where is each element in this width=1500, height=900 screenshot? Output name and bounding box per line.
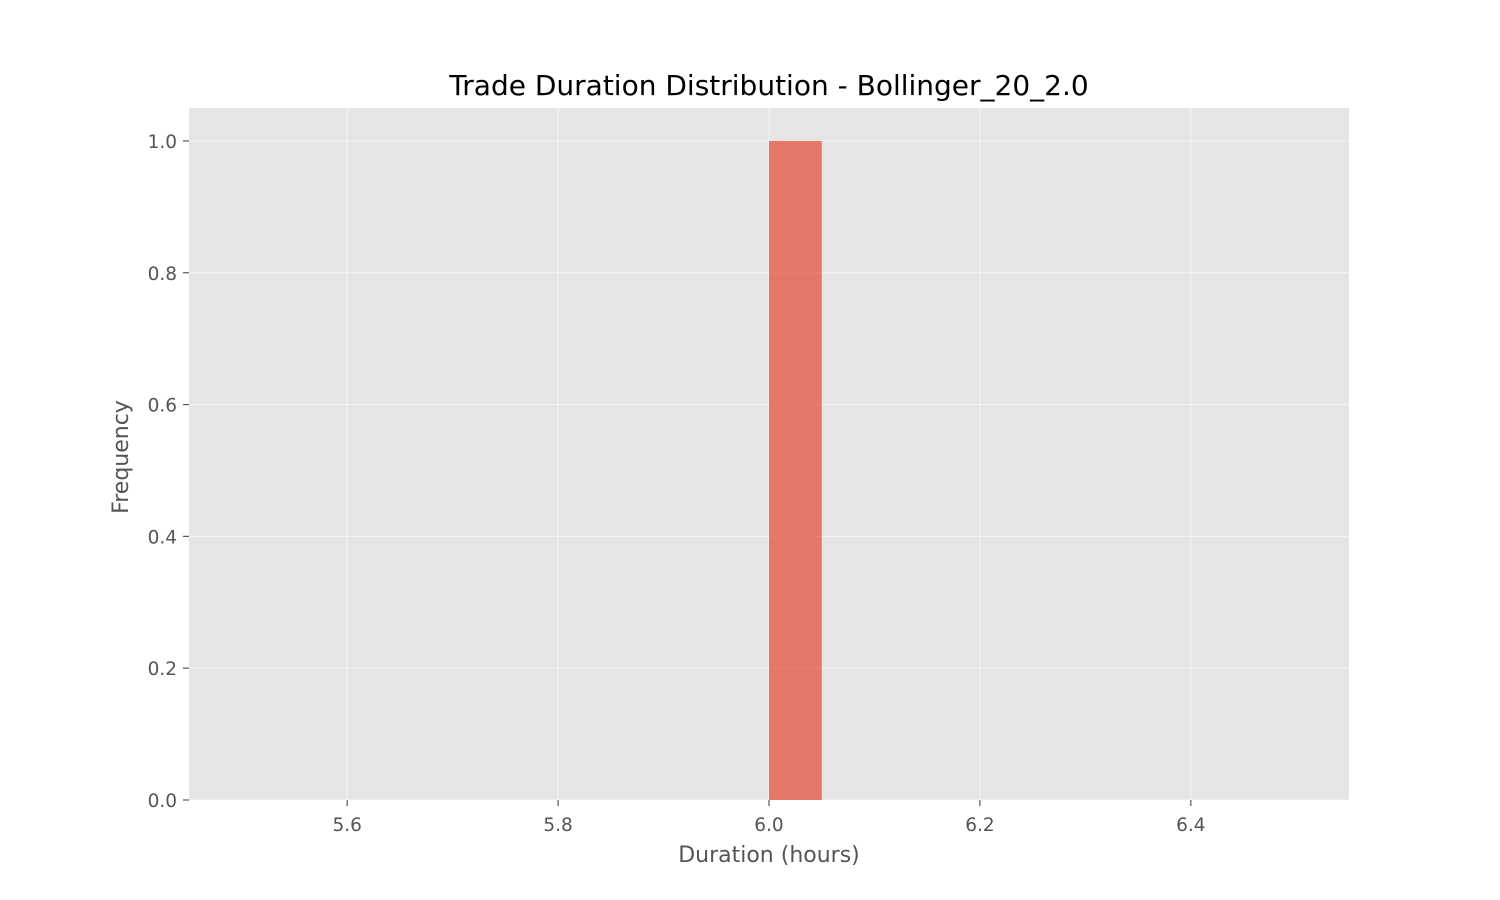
- x-tick-label: 5.8: [543, 815, 572, 836]
- x-tick-label: 6.4: [1176, 815, 1205, 836]
- y-tick-label: 0.8: [148, 264, 177, 285]
- histogram-bars: [769, 140, 822, 800]
- y-tick-label: 0.4: [148, 527, 177, 548]
- x-tick-label: 6.0: [754, 815, 783, 836]
- y-tick-label: 1.0: [148, 132, 177, 153]
- y-axis: 0.0 0.2 0.4 0.6 0.8 1.0: [148, 132, 189, 812]
- x-axis-label: Duration (hours): [678, 843, 860, 868]
- y-tick-label: 0.0: [148, 791, 177, 812]
- y-axis-label: Frequency: [109, 400, 134, 514]
- x-tick-label: 6.2: [965, 815, 994, 836]
- y-tick-label: 0.2: [148, 659, 177, 680]
- chart-title: Trade Duration Distribution - Bollinger_…: [448, 69, 1088, 102]
- y-tick-label: 0.6: [148, 396, 177, 417]
- x-tick-label: 5.6: [332, 815, 361, 836]
- histogram-bar: [769, 140, 822, 800]
- x-axis: 5.6 5.8 6.0 6.2 6.4: [332, 800, 1206, 836]
